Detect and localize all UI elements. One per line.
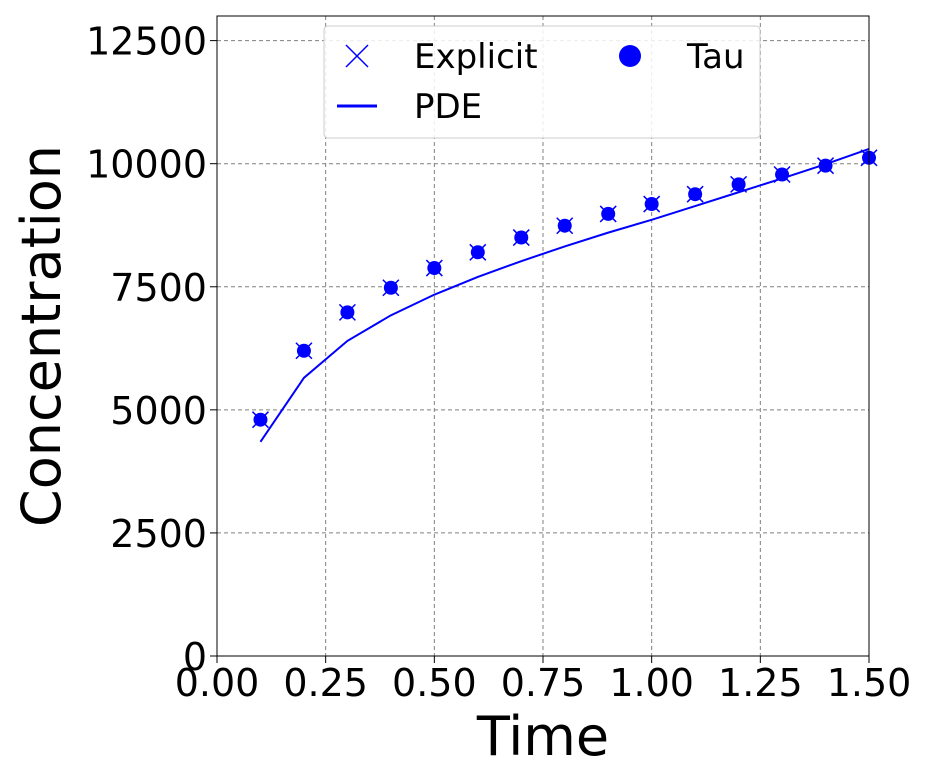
axis-ticks: 0.00 0.25 0.50 0.75 1.00 1.25 1.50 0 2500 5000 750… [86,20,911,705]
tau-point [427,261,442,276]
y-tick-label: 5000 [110,389,207,433]
x-tick-label: 1.00 [609,661,694,705]
tau-point [731,177,746,192]
tau-point [688,187,703,202]
x-tick-label: 0.50 [392,661,477,705]
legend-explicit-swatch [345,44,369,68]
tau-point [296,343,311,358]
legend-pde-label: PDE [414,87,482,127]
y-axis-label: Concentration [10,145,73,527]
tau-point [557,218,572,233]
tau-point [253,412,268,427]
tau-point [470,245,485,260]
y-tick-label: 12500 [86,20,207,64]
legend-tau-label: Tau [686,37,745,77]
pde-line [259,147,870,443]
x-tick-label: 0.25 [283,661,368,705]
x-axis-label: Time [476,705,609,768]
x-tick-label: 1.50 [827,661,912,705]
plot-area [251,147,878,443]
tau-point [818,158,833,173]
x-tick-label: 0.75 [501,661,586,705]
y-tick-label: 7500 [110,266,207,310]
tau-point [644,197,659,212]
legend-box [323,25,761,139]
y-tick-label: 0 [183,635,207,679]
tau-point [775,167,790,182]
legend-explicit-label: Explicit [414,37,538,77]
x-tick-label: 1.25 [718,661,803,705]
legend: Explicit Tau PDE [323,25,761,139]
tau-point [601,206,616,221]
x-tick-label: 0.00 [175,661,260,705]
tau-point [340,305,355,320]
tau-point [383,280,398,295]
y-tick-label: 2500 [110,512,207,556]
tau-point [514,230,529,245]
legend-tau-swatch [619,45,641,67]
y-tick-label: 10000 [86,143,207,187]
